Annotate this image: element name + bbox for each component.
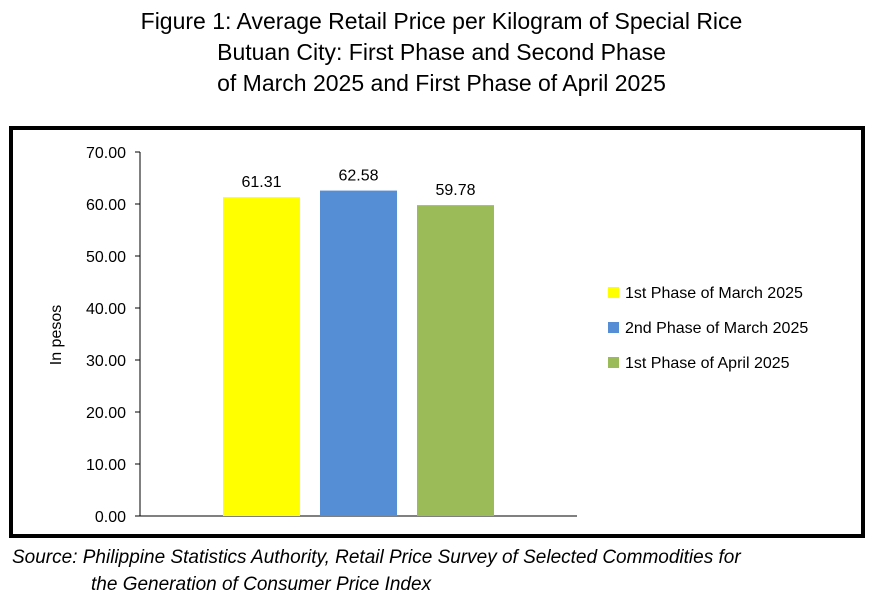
y-tick-label: 40.00 xyxy=(86,301,126,318)
y-tick-label: 50.00 xyxy=(86,249,126,266)
y-tick-label: 20.00 xyxy=(86,405,126,422)
bar xyxy=(320,190,397,517)
bar-chart: 0.00 10.00 20.00 30.00 40.00 50.00 60.00 70.00 I… xyxy=(48,145,808,526)
y-tick-label: 70.00 xyxy=(86,145,126,162)
title-line-2: Butuan City: First Phase and Second Phas… xyxy=(217,39,666,65)
legend-label: 2nd Phase of March 2025 xyxy=(625,320,808,337)
title-line-1: Figure 1: Average Retail Price per Kilog… xyxy=(140,8,743,34)
source-line-2: the Generation of Consumer Price Index xyxy=(91,574,432,595)
y-axis-title: In pesos xyxy=(48,305,65,365)
bar-value-label: 59.78 xyxy=(435,182,475,199)
bar xyxy=(223,197,300,517)
legend-swatch xyxy=(608,287,619,298)
source-line-1: Source: Philippine Statistics Authority,… xyxy=(12,547,741,568)
legend-swatch xyxy=(608,322,619,333)
chart-frame: 0.00 10.00 20.00 30.00 40.00 50.00 60.00 70.00 I… xyxy=(9,126,865,538)
source-note: Source: Philippine Statistics Authority,… xyxy=(12,544,741,598)
y-tick-label: 10.00 xyxy=(86,457,126,474)
bar-value-label: 61.31 xyxy=(241,174,281,191)
y-tick-label: 60.00 xyxy=(86,197,126,214)
y-tick-label: 0.00 xyxy=(95,509,126,526)
legend-label: 1st Phase of March 2025 xyxy=(625,285,803,302)
bar xyxy=(417,205,494,517)
title-line-3: of March 2025 and First Phase of April 2… xyxy=(217,70,666,96)
y-tick-label: 30.00 xyxy=(86,353,126,370)
chart-title: Figure 1: Average Retail Price per Kilog… xyxy=(0,6,883,99)
bar-value-label: 62.58 xyxy=(338,168,378,185)
legend-swatch xyxy=(608,357,619,368)
legend-label: 1st Phase of April 2025 xyxy=(625,355,790,372)
